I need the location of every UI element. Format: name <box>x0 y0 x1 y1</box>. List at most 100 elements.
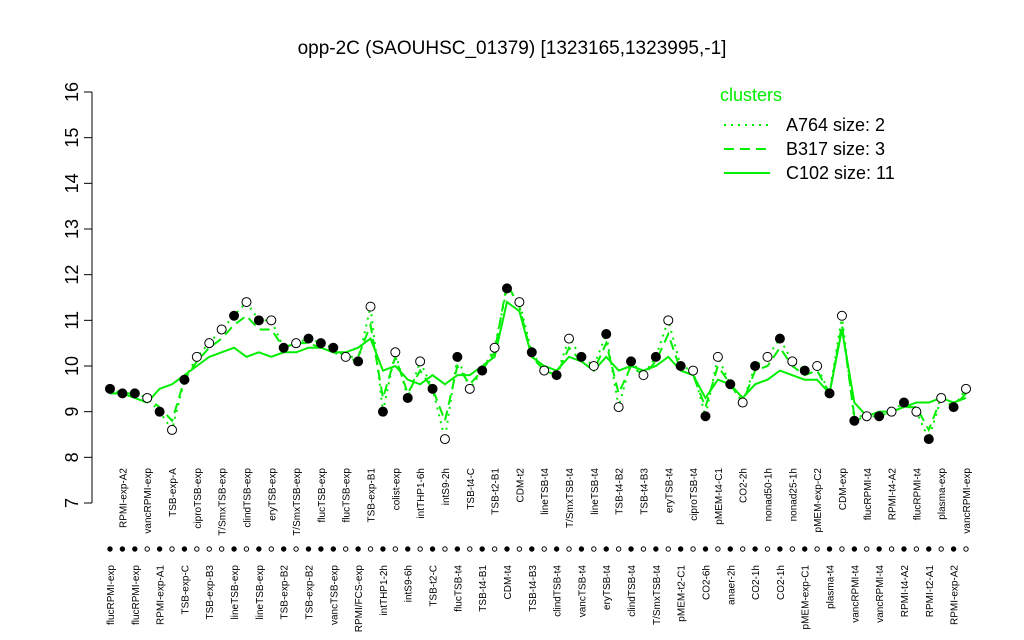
point <box>315 338 326 349</box>
rug-point <box>926 546 932 552</box>
x-tick-label: eryTSB-exp <box>267 468 278 521</box>
rug-point <box>864 546 870 552</box>
point <box>650 351 661 362</box>
x-tick-label: CDM-t2 <box>515 468 526 503</box>
rug-point <box>702 546 709 552</box>
legend-label: A764 size: 2 <box>786 115 885 135</box>
point <box>353 356 364 367</box>
rug-point <box>367 546 374 552</box>
point <box>179 374 190 385</box>
y-tick-label: 15 <box>62 128 82 148</box>
x-tick-label: vancRPMI-exp <box>143 468 154 534</box>
x-tick-label: nonad50-1h <box>764 468 775 521</box>
x-tick-label: lineTSB-exp <box>255 565 266 620</box>
point <box>464 383 475 394</box>
rug-point <box>405 546 411 552</box>
x-tick-label: T/SmxTSB-exp <box>218 468 229 536</box>
point <box>204 338 215 349</box>
point <box>750 361 761 371</box>
point <box>216 324 227 335</box>
x-tick-label: RPMI-t2-A1 <box>925 565 936 618</box>
rug-point <box>218 546 225 552</box>
rug-point <box>553 546 560 552</box>
point <box>911 406 922 417</box>
rug-point <box>578 546 585 552</box>
point <box>365 301 376 312</box>
x-tick-label: TSB-exp-B1 <box>367 468 378 523</box>
rug-point <box>764 546 771 552</box>
point <box>936 392 947 403</box>
rug-point <box>293 546 299 552</box>
y-tick-label: 16 <box>62 82 82 102</box>
legend-label: C102 size: 11 <box>786 163 895 183</box>
point <box>241 297 252 308</box>
rug-point <box>950 546 957 552</box>
rug-point <box>888 546 895 552</box>
x-tick-label: RPMI-exp-A2 <box>118 468 129 528</box>
x-tick-label: TSB-exp-B2 <box>304 565 315 620</box>
rug-point <box>305 546 312 552</box>
rug-point <box>206 546 212 552</box>
x-tick-label: vancRPMI-exp <box>962 468 973 534</box>
rug-point <box>467 546 473 552</box>
rug-point <box>851 546 858 552</box>
rug-point <box>727 546 733 552</box>
point <box>948 402 959 413</box>
rug-point <box>132 546 138 552</box>
point <box>229 310 240 321</box>
x-tick-label: RPMI-t4-A2 <box>888 468 899 521</box>
point <box>588 361 599 371</box>
x-tick-label: clindTSB-exp <box>242 468 253 528</box>
rug-point <box>380 546 386 552</box>
x-tick-label: TSB-t4-B2 <box>615 468 626 515</box>
rug-point <box>169 546 175 552</box>
y-tick-label: 14 <box>62 173 82 193</box>
point <box>253 315 264 326</box>
point <box>638 370 649 381</box>
rug-point <box>156 546 163 552</box>
x-tick-label: pMEM-exp-C1 <box>801 565 812 630</box>
rug-point <box>665 546 671 552</box>
rug-point <box>107 546 113 552</box>
x-tick-label: anaer-2h <box>726 565 737 605</box>
x-tick-label: TSB-exp-A <box>168 468 179 517</box>
rug-point <box>715 546 721 552</box>
x-tick-label: CO2-1h <box>776 565 787 600</box>
rug-point <box>739 546 746 552</box>
rug-point <box>429 546 436 552</box>
point <box>377 406 388 417</box>
point <box>129 388 140 399</box>
point <box>712 351 723 362</box>
y-tick-label: 8 <box>62 452 82 462</box>
point <box>514 297 525 308</box>
x-tick-label: plasma-t4 <box>826 565 837 609</box>
x-tick-label: lineTSB-exp <box>230 565 241 620</box>
x-tick-label: T/SmxTSB-exp <box>292 468 303 536</box>
rug-point <box>504 546 510 552</box>
y-tick-label: 11 <box>62 311 82 330</box>
rug-point <box>938 546 944 552</box>
point <box>787 356 798 367</box>
x-tick-label: CO2-6h <box>701 565 712 600</box>
point <box>452 351 463 362</box>
rug-point <box>839 546 845 552</box>
rug-point <box>181 546 188 552</box>
point <box>762 351 773 362</box>
rug-point <box>876 546 882 552</box>
point <box>390 347 401 358</box>
x-tick-label: RPMI-exp-A1 <box>156 565 167 625</box>
point <box>303 333 314 344</box>
x-tick-label: vancTSB-exp <box>329 565 340 625</box>
point <box>613 402 624 413</box>
rug-point <box>231 546 237 552</box>
point <box>737 397 748 408</box>
legend-label: B317 size: 3 <box>786 139 885 159</box>
rug-point <box>752 546 758 552</box>
rug-point <box>826 546 833 552</box>
rug-point <box>256 546 262 552</box>
rug-point <box>194 546 200 552</box>
x-tick-label: pMEM-t2-C1 <box>677 565 688 622</box>
point <box>526 347 537 358</box>
x-tick-label: colist-exp <box>391 468 402 511</box>
point <box>576 351 587 362</box>
